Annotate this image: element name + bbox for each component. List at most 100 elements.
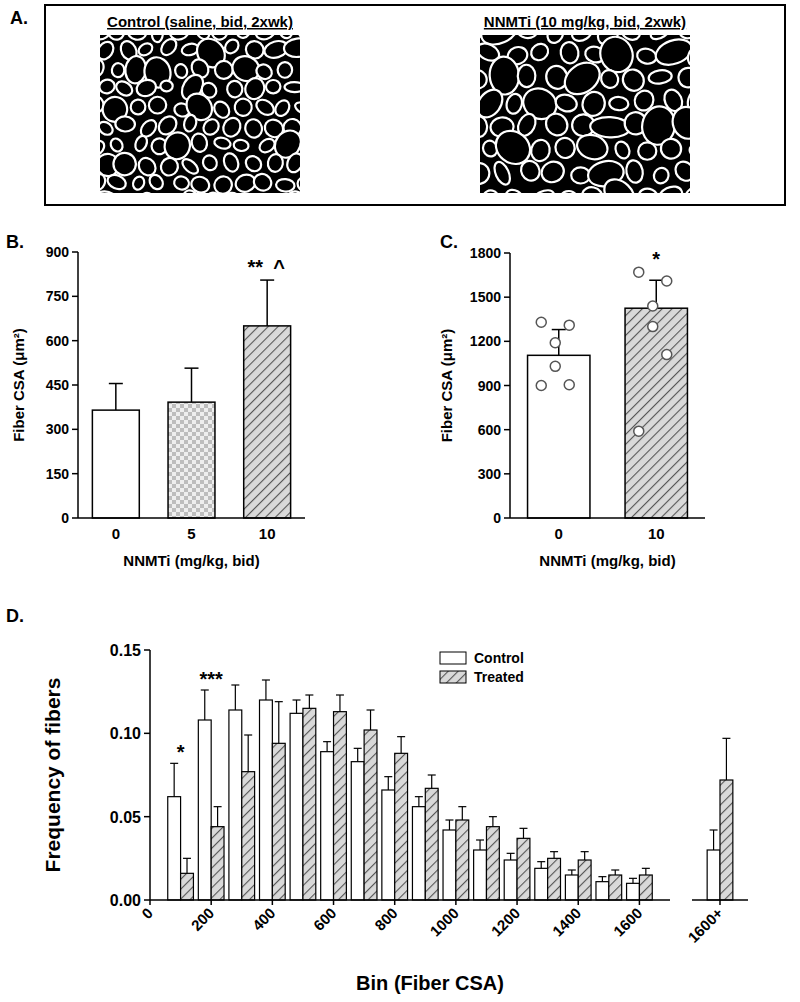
fiber-outline [283,37,300,58]
fiber-outline [613,139,632,160]
error-cap [397,736,405,737]
fiber-outline [689,144,690,157]
bar [627,883,640,900]
error-line [266,280,268,326]
fiber-outline [284,188,300,193]
y-tick-label: 150 [46,466,70,482]
overflow-area [707,738,733,900]
bar [92,410,139,518]
error-line [235,685,236,710]
error-line [401,737,402,754]
fiber-outline [100,186,125,193]
error-bar [568,870,576,875]
error-cap [384,776,392,777]
fiber-outline [480,69,489,90]
y-tick-label: 0 [61,510,69,526]
y-tick [72,473,78,475]
error-cap [722,738,730,739]
error-cap [507,853,515,854]
fiber-outline [158,36,179,58]
panel-label: C. [440,232,458,252]
x-tick-label: 0 [138,904,156,922]
x-tick-label: 1400 [549,904,585,940]
fiber-outline [267,153,284,173]
error-bar [415,797,423,807]
fiber-outline [100,39,117,63]
fiber-outline [652,35,690,69]
error-bar [397,737,405,754]
error-bar [183,858,191,873]
y-tick [504,517,510,519]
x-tick [455,900,457,905]
error-line [571,870,572,875]
fiber-outline [254,97,277,119]
bar [609,875,622,900]
fiber-outline [100,59,105,78]
plot-area [92,280,290,518]
bar [707,850,720,900]
fiber-outline [480,187,502,193]
error-bar [458,807,466,820]
error-bar [275,702,283,744]
y-tick [72,429,78,431]
error-cap [244,734,252,735]
x-tick-label: 1600 [610,904,646,940]
data-point [634,426,644,436]
y-tick [504,296,510,298]
x-tick-label: 600 [310,904,340,934]
y-tick [144,816,150,818]
fiber-outline [158,155,181,179]
error-line [449,820,450,830]
error-cap [629,878,637,879]
bar [625,308,687,518]
error-line [278,702,279,744]
fiber-outline [100,119,115,137]
error-line [418,797,419,807]
fiber-outline [190,132,209,153]
fiber-outline [135,77,159,98]
fiber-outline [182,114,198,133]
error-line [388,777,389,790]
fiber-outline [598,67,622,91]
error-line [541,862,542,869]
fiber-outline [681,183,690,193]
fiber-outline [131,175,146,191]
y-tick [144,899,150,901]
fiber-outline [108,136,125,153]
data-point [662,276,672,286]
fiber-outline [222,37,241,56]
x-tick [210,900,212,905]
error-line [357,748,358,761]
bar [181,873,194,900]
y-tick [504,429,510,431]
fiber-outline [554,92,579,114]
x-tick [149,900,151,905]
y-tick-label: 0.10 [110,725,141,742]
x-tick-label: 0 [555,525,563,542]
data-point [662,350,672,360]
data-point [648,322,658,332]
fiber-outline [636,47,658,66]
fiber-outline [277,62,292,78]
error-line [115,384,117,411]
error-cap [445,819,453,820]
error-bar [262,680,270,700]
fiber-outline [114,79,135,99]
error-bar [489,817,497,827]
fiber-outline [173,63,188,80]
fiber-outline [135,191,156,193]
y-tick [72,251,78,253]
x-tick-label: 10 [259,525,276,542]
y-tick-label: 1500 [470,289,501,305]
y-tick-label: 750 [46,288,70,304]
bar [517,838,530,900]
y-tick-label: 900 [478,378,502,394]
bar [229,710,242,900]
fiber-outline [234,35,252,40]
fiber-outline [504,92,524,115]
micrograph [100,35,300,193]
error-bar [305,695,313,708]
error-cap [305,694,313,695]
fiber-outline [201,153,220,172]
bar [486,827,499,900]
